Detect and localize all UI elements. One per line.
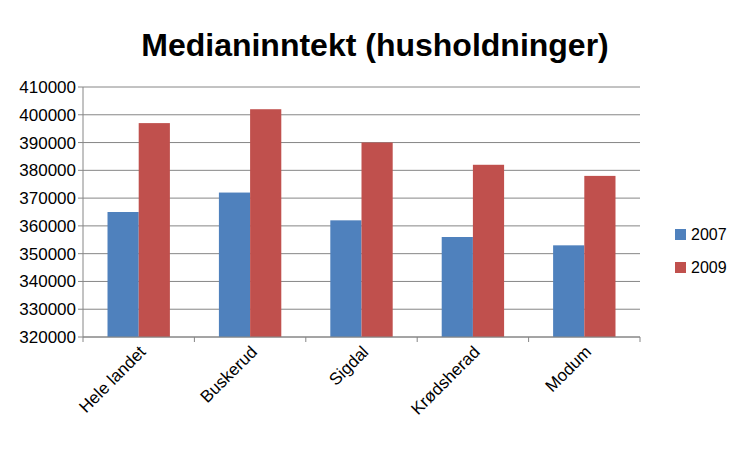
tick-mark: [78, 225, 83, 226]
x-tick-mark: [640, 337, 641, 342]
bar: [584, 176, 615, 337]
tick-mark: [78, 281, 83, 282]
bar: [553, 245, 584, 337]
bars: [108, 109, 616, 337]
x-tick-label: Krødsherad: [407, 342, 483, 418]
bar: [362, 143, 393, 337]
tick-mark: [78, 309, 83, 310]
y-tick-label: 380000: [19, 161, 76, 180]
grid-line: [83, 87, 640, 88]
tick-mark: [78, 114, 83, 115]
x-tick-mark: [528, 337, 529, 342]
y-axis: [83, 87, 84, 337]
y-tick-label: 330000: [19, 300, 76, 319]
chart: Medianinntekt (husholdninger) 320000 33000…: [0, 0, 750, 450]
y-tick-label: 370000: [19, 189, 76, 208]
x-tick-label: Hele landet: [75, 342, 149, 416]
x-tick-label: Modum: [542, 342, 596, 396]
y-tick-label: 400000: [19, 106, 76, 125]
tick-mark: [78, 170, 83, 171]
tick-mark: [78, 337, 83, 338]
bar: [330, 220, 361, 337]
legend-swatch: [675, 229, 686, 240]
x-tick-mark: [194, 337, 195, 342]
y-tick-label: 360000: [19, 217, 76, 236]
x-tick-mark: [305, 337, 306, 342]
tick-mark: [78, 253, 83, 254]
x-tick-label: Buskerud: [197, 342, 261, 406]
legend-label: 2007: [691, 226, 727, 243]
tick-mark: [78, 87, 83, 88]
x-tick-mark: [417, 337, 418, 342]
x-tick-mark: [83, 337, 84, 342]
x-tick-label: Sigdal: [325, 342, 372, 389]
legend-label: 2009: [691, 259, 727, 276]
legend-swatch: [675, 262, 686, 273]
y-tick-label: 410000: [19, 78, 76, 97]
y-tick-label: 390000: [19, 134, 76, 153]
grid-line: [83, 337, 640, 338]
bar: [108, 212, 139, 337]
y-tick-label: 320000: [19, 328, 76, 347]
y-tick-label: 340000: [19, 272, 76, 291]
chart-container: Medianinntekt (husholdninger) 320000 33000…: [0, 0, 750, 450]
bar: [473, 165, 504, 337]
bar: [139, 123, 170, 337]
grid-line: [83, 114, 640, 115]
x-axis: [83, 337, 640, 338]
tick-mark: [78, 198, 83, 199]
y-tick-label: 350000: [19, 245, 76, 264]
bar: [250, 109, 281, 337]
tick-mark: [78, 142, 83, 143]
bar: [442, 237, 473, 337]
bar: [219, 193, 250, 337]
title: Medianinntekt (husholdninger): [141, 27, 609, 63]
